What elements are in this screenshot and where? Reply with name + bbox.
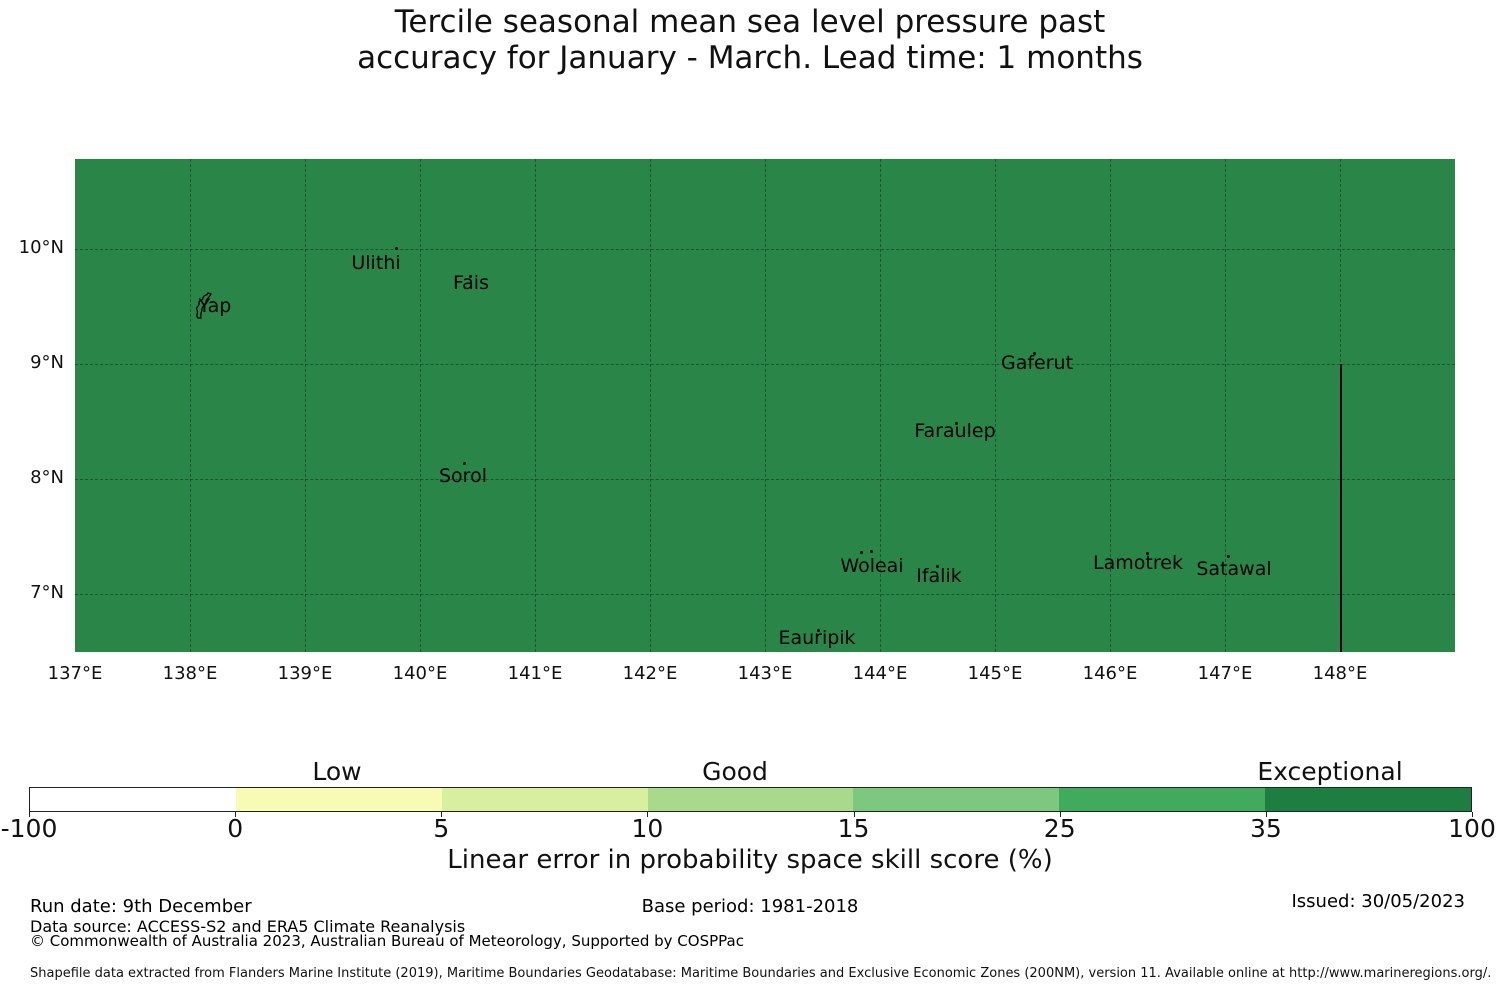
y-gridline <box>75 479 1455 480</box>
island-label: Yap <box>198 295 232 317</box>
x-tick-label: 140°E <box>392 663 448 684</box>
x-tick-label: 138°E <box>162 663 218 684</box>
x-tick-label: 147°E <box>1197 663 1253 684</box>
x-gridline <box>1110 159 1111 652</box>
issued-date-text: Issued: 30/05/2023 <box>1291 891 1465 912</box>
y-gridline <box>75 364 1455 365</box>
island-label: Ifalik <box>916 565 962 587</box>
x-tick-label: 141°E <box>507 663 563 684</box>
colorbar-tick-mark <box>647 812 649 817</box>
yap-island-shape <box>193 292 215 320</box>
x-gridline <box>420 159 421 652</box>
island-label: Faraulep <box>914 420 996 442</box>
x-gridline <box>995 159 996 652</box>
x-tick-label: 137°E <box>47 663 103 684</box>
colorbar-tick-label: 0 <box>227 814 244 843</box>
colorbar-tick-mark <box>441 812 443 817</box>
island-label: Ulithi <box>351 252 401 274</box>
island-dot <box>860 551 863 554</box>
island-label: Eauripik <box>778 627 856 649</box>
island-label: Woleai <box>840 555 904 577</box>
island-dot <box>1033 352 1036 355</box>
colorbar-tick-label: 25 <box>1043 814 1076 843</box>
colorbar-tier-label: Low <box>312 757 362 786</box>
colorbar-tier-label: Good <box>702 757 768 786</box>
data-source-text: Data source: ACCESS-S2 and ERA5 Climate … <box>30 917 466 936</box>
colorbar-tick-mark <box>1059 812 1061 817</box>
x-tick-label: 139°E <box>277 663 333 684</box>
island-dot <box>469 275 472 278</box>
island-dot <box>870 550 873 553</box>
colorbar-segment <box>1059 788 1266 811</box>
x-tick-label: 143°E <box>737 663 793 684</box>
colorbar-tick-label: -100 <box>0 814 58 843</box>
colorbar <box>29 787 1472 812</box>
colorbar-segment <box>441 788 648 811</box>
y-tick-label: 9°N <box>30 352 64 373</box>
colorbar-segment <box>1265 788 1472 811</box>
colorbar-tick-label: 35 <box>1249 814 1282 843</box>
island-dot <box>817 629 820 632</box>
colorbar-tick-mark <box>235 812 237 817</box>
island-dot <box>936 565 939 568</box>
x-gridline <box>1225 159 1226 652</box>
maritime-boundary-line <box>1340 364 1342 652</box>
y-axis: 10°N 9°N 8°N 7°N <box>0 159 64 652</box>
base-period-text: Base period: 1981-2018 <box>641 896 859 917</box>
x-gridline <box>190 159 191 652</box>
x-gridline <box>535 159 536 652</box>
x-tick-label: 142°E <box>622 663 678 684</box>
island-label: Sorol <box>439 465 487 487</box>
colorbar-tick-label: 15 <box>837 814 870 843</box>
copyright-text: © Commonwealth of Australia 2023, Austra… <box>30 932 744 950</box>
island-label: Fais <box>452 272 489 294</box>
island-dot <box>1146 552 1149 555</box>
island-label: Lamotrek <box>1093 552 1183 574</box>
map-plot: Yap Ulithi Fais Sorol Gaferut Faraulep Woleai I… <box>75 159 1455 652</box>
x-tick-label: 146°E <box>1082 663 1138 684</box>
x-tick-label: 148°E <box>1312 663 1368 684</box>
chart-title-line1: Tercile seasonal mean sea level pressure… <box>394 4 1106 40</box>
island-dot <box>463 462 466 465</box>
x-gridline <box>650 159 651 652</box>
y-tick-label: 10°N <box>18 237 64 258</box>
x-gridline <box>880 159 881 652</box>
colorbar-segment <box>853 788 1060 811</box>
x-tick-label: 145°E <box>967 663 1023 684</box>
island-dot <box>1227 555 1230 558</box>
colorbar-tick-mark <box>1265 812 1267 817</box>
colorbar-segment <box>647 788 854 811</box>
y-gridline <box>75 594 1455 595</box>
island-label: Satawal <box>1196 558 1272 580</box>
island-dot <box>395 247 398 250</box>
island-dot <box>955 422 958 425</box>
colorbar-tick-label: 10 <box>631 814 664 843</box>
island-label: Gaferut <box>1000 352 1074 374</box>
run-date-text: Run date: 9th December <box>30 896 252 917</box>
colorbar-tick-label: 100 <box>1448 814 1496 843</box>
colorbar-tick-mark <box>853 812 855 817</box>
shapefile-attribution-text: Shapefile data extracted from Flanders M… <box>30 966 1492 981</box>
y-tick-label: 8°N <box>30 467 64 488</box>
colorbar-tier-label: Exceptional <box>1257 757 1403 786</box>
x-tick-label: 144°E <box>852 663 908 684</box>
x-axis: 137°E 138°E 139°E 140°E 141°E 142°E 143°E 144°E… <box>48 663 1455 689</box>
y-gridline <box>75 249 1455 250</box>
colorbar-tick-mark <box>1472 812 1473 817</box>
chart-title: Tercile seasonal mean sea level pressure… <box>0 4 1500 76</box>
x-gridline <box>305 159 306 652</box>
x-gridline <box>765 159 766 652</box>
colorbar-segment <box>30 788 236 811</box>
colorbar-tick-mark <box>29 812 30 817</box>
colorbar-segment <box>235 788 442 811</box>
y-tick-label: 7°N <box>30 582 64 603</box>
chart-title-line2: accuracy for January - March. Lead time:… <box>357 40 1143 76</box>
colorbar-tick-label: 5 <box>433 814 450 843</box>
colorbar-axis-label: Linear error in probability space skill … <box>447 845 1053 875</box>
